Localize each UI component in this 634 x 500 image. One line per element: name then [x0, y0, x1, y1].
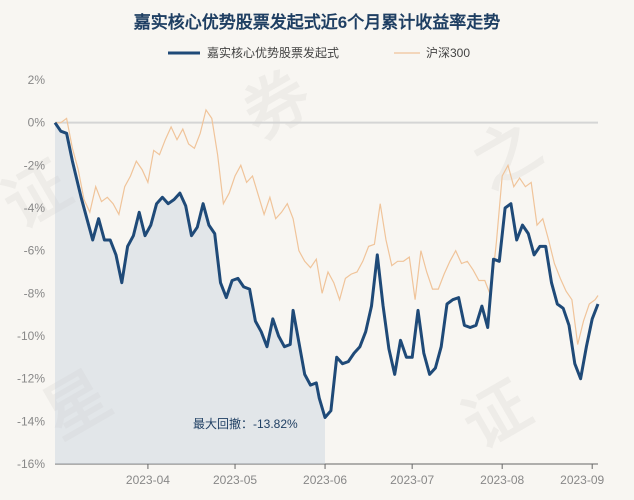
- legend: 嘉实核心优势股票发起式 沪深300: [168, 45, 470, 60]
- chart-title: 嘉实核心优势股票发起式近6个月累计收益率走势: [133, 13, 501, 32]
- x-tick-label: 2023-06: [303, 473, 347, 487]
- svg-text:券: 券: [231, 57, 324, 154]
- max-drawdown-label: 最大回撤：-13.82%: [193, 416, 298, 431]
- series-line-hs300: [55, 108, 599, 345]
- x-tick-label: 2023-08: [480, 473, 524, 487]
- y-axis: 2% 0% -2% -4% -6% -8% -10% -12% -14% -16%: [17, 73, 45, 471]
- y-tick-label: -8%: [24, 286, 46, 300]
- series-line-fund: [53, 121, 600, 419]
- legend-label-fund: 嘉实核心优势股票发起式: [207, 45, 339, 60]
- y-tick-label: -10%: [17, 329, 45, 343]
- x-tick-label: 2023-04: [126, 473, 170, 487]
- legend-label-hs300: 沪深300: [426, 46, 470, 60]
- x-axis: 2023-04 2023-05 2023-06 2023-07 2023-08 2023-…: [55, 463, 605, 487]
- y-tick-label: 2%: [28, 73, 46, 87]
- x-tick-label: 2023-07: [390, 473, 434, 487]
- y-tick-label: 0%: [28, 116, 46, 130]
- y-tick-label: -4%: [24, 201, 46, 215]
- y-tick-label: -6%: [24, 244, 46, 258]
- y-tick-label: -14%: [17, 414, 45, 428]
- drawdown-area: [55, 122, 325, 464]
- y-tick-label: -2%: [24, 158, 46, 172]
- y-tick-label: -16%: [17, 457, 45, 471]
- x-tick-label: 2023-05: [213, 473, 257, 487]
- x-tick-label: 2023-09: [560, 473, 604, 487]
- svg-text:证: 证: [451, 368, 543, 464]
- y-tick-label: -12%: [17, 372, 45, 386]
